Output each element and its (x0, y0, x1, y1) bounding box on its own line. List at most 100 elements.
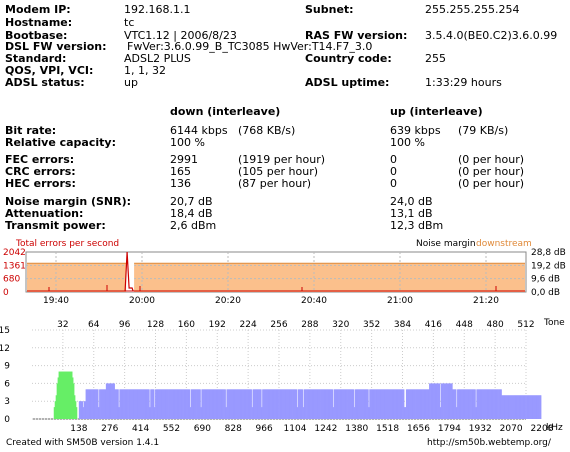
downstream-bin (423, 389, 425, 419)
downstream-bin (233, 389, 235, 419)
downstream-bin (518, 395, 521, 419)
khz-tick-label: 1380 (345, 424, 368, 434)
downstream-bin (376, 389, 378, 419)
stat-up-extra: (0 per hour) (458, 177, 525, 190)
downstream-bin (386, 389, 388, 419)
downstream-bin (479, 389, 481, 419)
downstream-bin (232, 389, 234, 419)
downstream-bin (205, 389, 207, 419)
downstream-bin (195, 389, 197, 419)
downstream-bin (111, 383, 114, 419)
stat-down-value: 2991 (170, 153, 198, 166)
khz-tick-label: 1794 (438, 424, 461, 434)
downstream-bin (200, 407, 202, 419)
downstream-bin (300, 389, 303, 419)
downstream-bin (326, 389, 329, 419)
downstream-bin (245, 389, 248, 419)
downstream-bin (398, 389, 400, 419)
downstream-bin (391, 389, 393, 419)
downstream-bin (368, 407, 370, 419)
downstream-bin (283, 389, 285, 419)
downstream-bin (466, 389, 469, 419)
downstream-bin (178, 389, 180, 419)
downstream-bin (390, 389, 392, 419)
stat-up-extra: (0 per hour) (458, 153, 525, 166)
downstream-bin (323, 389, 326, 419)
downstream-bin (189, 407, 192, 419)
upstream-bin (72, 377, 74, 419)
khz-tick-label: 966 (256, 424, 273, 434)
downstream-bin (162, 389, 165, 419)
downstream-bin (270, 389, 273, 419)
downstream-bin (491, 389, 494, 419)
downstream-bin (396, 389, 398, 419)
tone-tick-label: 352 (363, 320, 380, 330)
downstream-bin (377, 389, 380, 419)
downstream-bin (85, 389, 87, 419)
downstream-bin (181, 389, 183, 419)
downstream-bin (352, 389, 355, 419)
downstream-bin (246, 389, 249, 419)
downstream-bin (381, 389, 384, 419)
downstream-bin (449, 383, 451, 419)
khz-tick-label: 276 (101, 424, 118, 434)
adsl-uptime-value: 1:33:29 hours (425, 76, 502, 89)
downstream-bin (153, 389, 155, 419)
downstream-bin (140, 389, 142, 419)
downstream-bin (509, 395, 511, 419)
downstream-bin (234, 389, 236, 419)
downstream-bin (453, 389, 455, 419)
upstream-bin (58, 371, 60, 419)
downstream-bin (243, 389, 246, 419)
footer-link[interactable]: http://sm50b.webtemp.org/ (427, 438, 551, 448)
stat-down-value: 20,7 dB (170, 195, 213, 208)
error-spike (124, 251, 134, 292)
x-tick-label: 20:20 (215, 296, 241, 306)
downstream-bin (447, 383, 449, 419)
downstream-bin (465, 389, 468, 419)
downstream-bin (211, 389, 213, 419)
downstream-bin (394, 389, 396, 419)
upstream-bin (71, 371, 73, 419)
downstream-bin (460, 389, 463, 419)
downstream-bin (306, 389, 308, 419)
stat-label: FEC errors: (5, 153, 75, 166)
modem-ip-label: Modem IP: (5, 3, 71, 16)
downstream-bin (364, 389, 366, 419)
downstream-bin (255, 389, 257, 419)
downstream-bin (242, 389, 245, 419)
downstream-bin (348, 389, 350, 419)
downstream-bin (150, 389, 152, 419)
downstream-bin (107, 383, 110, 419)
downstream-bin (171, 389, 173, 419)
adsl-status-label: ADSL status: (5, 76, 85, 89)
downstream-bin (529, 395, 531, 419)
qos-value: 1, 1, 32 (124, 64, 166, 77)
downstream-bin (395, 389, 397, 419)
downstream-bin (103, 389, 106, 419)
stat-label: Bit rate: (5, 124, 57, 137)
downstream-bin (95, 389, 97, 419)
downstream-bin (458, 389, 461, 419)
downstream-bin (212, 389, 215, 419)
downstream-bin (100, 389, 102, 419)
downstream-bin (420, 389, 422, 419)
downstream-bin (507, 395, 509, 419)
downstream-bin (305, 389, 307, 419)
downstream-bin (324, 389, 327, 419)
downstream-bin (203, 389, 205, 419)
downstream-bin (311, 389, 313, 419)
dropout-gap (126, 260, 135, 292)
downstream-bin (239, 389, 242, 419)
ras-fw-value: 3.5.4.0(BE0.C2)3.6.0.99 (425, 29, 558, 42)
downstream-bin (265, 389, 267, 419)
downstream-bin (90, 389, 92, 419)
downstream-bin (413, 389, 416, 419)
tone-tick-label: 480 (487, 320, 504, 330)
downstream-bin (336, 389, 338, 419)
stat-down-extra: (105 per hour) (238, 165, 319, 178)
downstream-bin (105, 383, 108, 419)
downstream-bin (439, 407, 442, 419)
downstream-bin (176, 389, 178, 419)
downstream-bin (198, 389, 200, 419)
